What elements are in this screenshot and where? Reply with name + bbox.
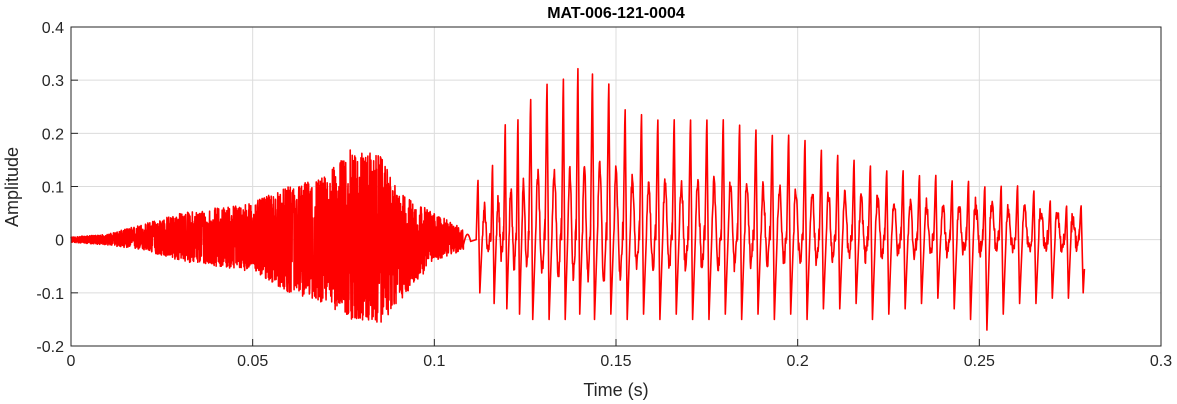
waveform-line [70, 67, 1086, 331]
x-tick-label: 0.1 [423, 353, 445, 370]
x-axis-label: Time (s) [583, 380, 648, 400]
y-tick-label: 0.4 [42, 20, 64, 37]
y-tick-label: 0.1 [42, 180, 64, 197]
y-tick-label: 0 [55, 233, 64, 250]
x-tick-label: 0.3 [1150, 353, 1172, 370]
x-tick-label: 0.25 [964, 353, 995, 370]
y-tick-label: -0.2 [36, 339, 64, 356]
plot-frame [70, 26, 1162, 347]
x-tick-label: 0.15 [600, 353, 631, 370]
y-tick-label: 0.2 [42, 126, 64, 143]
axis-ticks: 0 0.05 0.1 0.15 0.2 0.25 0.3 -0.2 -0.1 0 0.1 0.2 0.3… [36, 20, 1172, 370]
x-tick-label: 0.05 [237, 353, 268, 370]
y-tick-label: 0.3 [42, 73, 64, 90]
x-tick-label: 0.2 [787, 353, 809, 370]
series-group [70, 67, 1086, 331]
y-axis-label: Amplitude [2, 147, 22, 227]
y-tick-label: -0.1 [36, 286, 64, 303]
x-tick-label: 0 [67, 353, 76, 370]
chart-title: MAT-006-121-0004 [547, 5, 685, 22]
